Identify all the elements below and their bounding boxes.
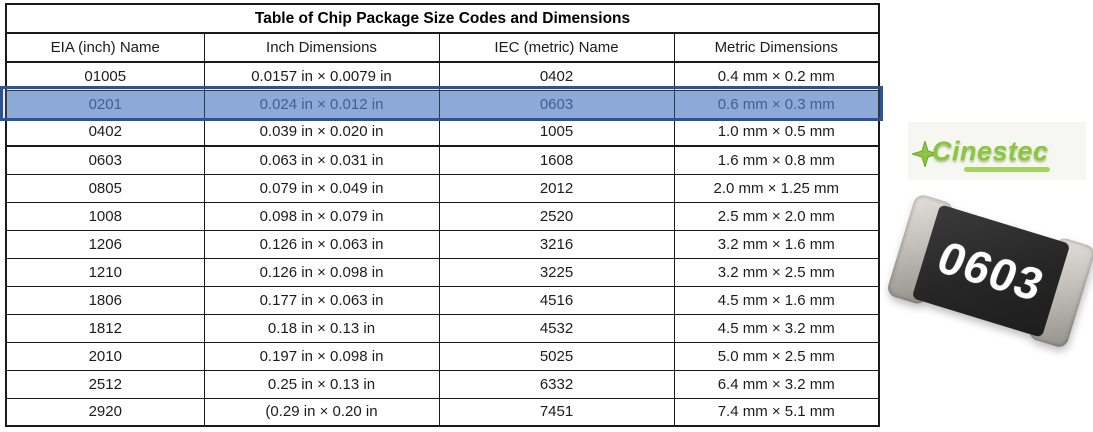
table-cell: 1608 <box>438 145 675 175</box>
table-cell: 0.0157 in × 0.0079 in <box>203 61 440 91</box>
table-cell: 0.4 mm × 0.2 mm <box>673 61 880 91</box>
table-cell: 6332 <box>438 369 675 399</box>
table-row: 0402 0.039 in × 0.020 in 1005 1.0 mm × 0.5 … <box>5 117 880 147</box>
table-cell: 4532 <box>438 313 675 343</box>
table-cell: 0.063 in × 0.031 in <box>203 145 440 175</box>
table-cell: 3225 <box>438 257 675 287</box>
table-cell: 0603 <box>5 145 205 175</box>
table-cell: 0402 <box>438 61 675 91</box>
table-row: 2010 0.197 in × 0.098 in 5025 5.0 mm × 2.5 … <box>5 341 880 371</box>
table-cell: 0.18 in × 0.13 in <box>203 313 440 343</box>
table-cell: 4.5 mm × 3.2 mm <box>673 313 880 343</box>
logo-underline <box>964 167 1050 172</box>
table-cell: 2920 <box>5 397 205 427</box>
column-header-eia-name: EIA (inch) Name <box>5 32 205 63</box>
table-cell: 0.098 in × 0.079 in <box>203 201 440 231</box>
table-cell: 2.5 mm × 2.0 mm <box>673 201 880 231</box>
table-cell: 1806 <box>5 285 205 315</box>
table-cell: 0.079 in × 0.049 in <box>203 173 440 203</box>
logo-text: Cinestec <box>932 135 1049 166</box>
table-cell: 5.0 mm × 2.5 mm <box>673 341 880 371</box>
table-cell: 5025 <box>438 341 675 371</box>
table-cell: 2012 <box>438 173 675 203</box>
table-cell: 2.0 mm × 1.25 mm <box>673 173 880 203</box>
table-cell: 0201 <box>5 89 205 119</box>
table-cell: 0.126 in × 0.063 in <box>203 229 440 259</box>
table-row: 2512 0.25 in × 0.13 in 6332 6.4 mm × 3.2 mm <box>5 369 880 399</box>
table-cell: 2512 <box>5 369 205 399</box>
table-cell: 2010 <box>5 341 205 371</box>
table-cell: 0.197 in × 0.098 in <box>203 341 440 371</box>
table-row: 1008 0.098 in × 0.079 in 2520 2.5 mm × 2.0 … <box>5 201 880 231</box>
column-header-metric-dims: Metric Dimensions <box>673 32 880 63</box>
table-cell: 7.4 mm × 5.1 mm <box>673 397 880 427</box>
chip-photo-0603: 0603 <box>885 192 1093 350</box>
table-cell: 0.6 mm × 0.3 mm <box>673 89 880 119</box>
table-cell: 4516 <box>438 285 675 315</box>
table-row: 1806 0.177 in × 0.063 in 4516 4.5 mm × 1.6 … <box>5 285 880 315</box>
column-header-inch-dims: Inch Dimensions <box>203 32 440 63</box>
table-cell: 0.024 in × 0.012 in <box>203 89 440 119</box>
table-cell: 1206 <box>5 229 205 259</box>
table-cell: 1008 <box>5 201 205 231</box>
table-cell: 1005 <box>438 117 675 147</box>
table-row: 2920 (0.29 in × 0.20 in 7451 7.4 mm × 5.1 m… <box>5 397 880 427</box>
star-leaf-icon <box>910 138 940 172</box>
table-title: Table of Chip Package Size Codes and Dim… <box>5 3 880 34</box>
table-cell: 3.2 mm × 2.5 mm <box>673 257 880 287</box>
table-cell: 0805 <box>5 173 205 203</box>
table-cell: 2520 <box>438 201 675 231</box>
table-cell: 0.039 in × 0.020 in <box>203 117 440 147</box>
table-cell: 1812 <box>5 313 205 343</box>
table-cell: 0.126 in × 0.098 in <box>203 257 440 287</box>
chip-package-size-table: Table of Chip Package Size Codes and Dim… <box>5 3 880 427</box>
table-cell: 0.25 in × 0.13 in <box>203 369 440 399</box>
table-cell: 7451 <box>438 397 675 427</box>
table-cell: 01005 <box>5 61 205 91</box>
table-cell: 0603 <box>438 89 675 119</box>
table-cell: 6.4 mm × 3.2 mm <box>673 369 880 399</box>
table-body: 01005 0.0157 in × 0.0079 in 0402 0.4 mm × 0… <box>5 61 880 427</box>
table-cell: 3216 <box>438 229 675 259</box>
table-cell: (0.29 in × 0.20 in <box>203 397 440 427</box>
table-row: 01005 0.0157 in × 0.0079 in 0402 0.4 mm × 0… <box>5 61 880 91</box>
table-header-row: EIA (inch) Name Inch Dimensions IEC (met… <box>5 32 880 63</box>
table-row: 1210 0.126 in × 0.098 in 3225 3.2 mm × 2.5 … <box>5 257 880 287</box>
table-cell: 1.0 mm × 0.5 mm <box>673 117 880 147</box>
chip-body: 0603 <box>911 204 1071 338</box>
table-row-highlighted: 0201 0.024 in × 0.012 in 0603 0.6 mm × 0.3 … <box>5 89 880 119</box>
table-row: 0603 0.063 in × 0.031 in 1608 1.6 mm × 0.8 … <box>5 145 880 175</box>
table-cell: 1210 <box>5 257 205 287</box>
table-row: 1812 0.18 in × 0.13 in 4532 4.5 mm × 3.2 mm <box>5 313 880 343</box>
table-cell: 0402 <box>5 117 205 147</box>
smd-chip: 0603 <box>885 192 1093 350</box>
table-cell: 1.6 mm × 0.8 mm <box>673 145 880 175</box>
cinestec-logo: Cinestec <box>908 122 1086 180</box>
column-header-iec-name: IEC (metric) Name <box>438 32 675 63</box>
table-cell: 3.2 mm × 1.6 mm <box>673 229 880 259</box>
table-title-row: Table of Chip Package Size Codes and Dim… <box>5 3 880 34</box>
table-cell: 0.177 in × 0.063 in <box>203 285 440 315</box>
table-cell: 4.5 mm × 1.6 mm <box>673 285 880 315</box>
table-row: 1206 0.126 in × 0.063 in 3216 3.2 mm × 1.6 … <box>5 229 880 259</box>
table-row: 0805 0.079 in × 0.049 in 2012 2.0 mm × 1.25… <box>5 173 880 203</box>
